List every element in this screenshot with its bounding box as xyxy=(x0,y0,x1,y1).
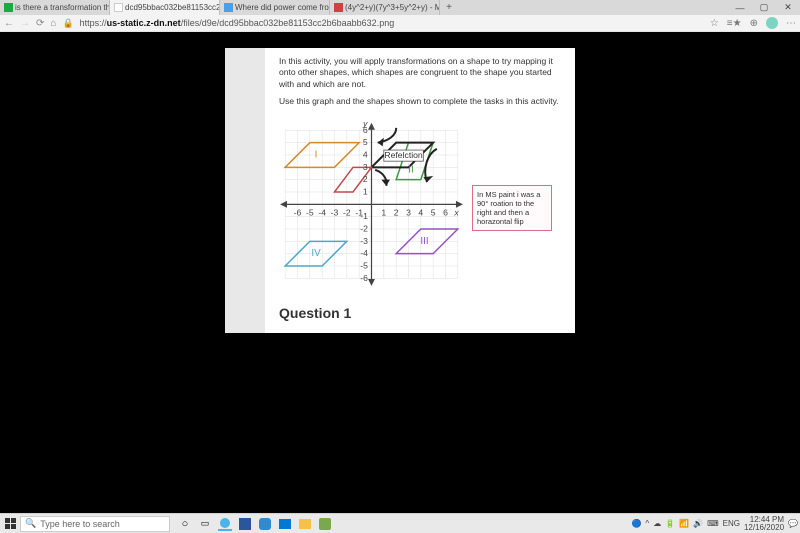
touchpad-icon[interactable]: ⌨ xyxy=(707,519,719,528)
svg-text:II: II xyxy=(408,164,413,175)
annotation-note: In MS paint i was a 90° roation to the r… xyxy=(472,185,552,231)
svg-text:y: y xyxy=(362,119,368,129)
favicon-1 xyxy=(114,3,123,12)
tab-3-title: (4y^2+y)(7y^3+5y^2+y) - Mult xyxy=(345,3,440,12)
svg-text:-5: -5 xyxy=(306,207,314,217)
collections-icon[interactable]: ⊕ xyxy=(750,18,758,29)
profile-avatar[interactable] xyxy=(766,17,778,29)
app-icon[interactable] xyxy=(318,517,332,531)
svg-text:4: 4 xyxy=(418,207,423,217)
tab-1[interactable]: dcd95bbac032be81153cc2b6ba × xyxy=(110,0,220,15)
svg-text:III: III xyxy=(420,236,428,247)
onedrive-icon[interactable]: ☁ xyxy=(653,519,661,528)
favicon-2 xyxy=(224,3,233,12)
url-text[interactable]: https://us-static.z-dn.net/files/d9e/dcd… xyxy=(80,18,395,28)
home-button[interactable]: ⌂ xyxy=(50,18,56,29)
taskbar-pinned: ○ ▭ xyxy=(178,517,332,531)
back-button[interactable]: ← xyxy=(4,18,14,29)
battery-icon[interactable]: 🔋 xyxy=(665,519,675,528)
favorite-icon[interactable]: ☆ xyxy=(710,18,719,29)
svg-text:6: 6 xyxy=(443,207,448,217)
refresh-button[interactable]: ⟳ xyxy=(36,18,44,29)
favicon-3 xyxy=(334,3,343,12)
svg-text:-2: -2 xyxy=(360,223,368,233)
svg-text:5: 5 xyxy=(363,137,368,147)
system-tray: 🔵 ^ ☁ 🔋 📶 🔊 ⌨ ENG 12:44 PM 12/16/2020 💬 xyxy=(631,516,798,532)
word-icon[interactable] xyxy=(238,517,252,531)
taskview-icon[interactable]: ▭ xyxy=(198,517,212,531)
document-page: In this activity, you will apply transfo… xyxy=(225,48,575,333)
browser-tab-bar: is there a transformation that m × dcd95… xyxy=(0,0,800,15)
page-content: In this activity, you will apply transfo… xyxy=(265,48,575,333)
left-sidebar xyxy=(225,48,265,333)
notifications-icon[interactable]: 💬 xyxy=(788,519,798,528)
close-window-button[interactable]: ✕ xyxy=(776,0,800,15)
tab-2-title: Where did power come from in xyxy=(235,3,330,12)
zoom-icon[interactable] xyxy=(258,517,272,531)
more-icon[interactable]: ⋯ xyxy=(786,18,796,29)
svg-text:x: x xyxy=(453,207,459,217)
volume-icon[interactable]: 🔊 xyxy=(693,519,703,528)
svg-text:1: 1 xyxy=(363,186,368,196)
taskbar-search[interactable]: 🔍 Type here to search xyxy=(20,516,170,532)
svg-text:I: I xyxy=(315,149,318,160)
tab-1-title: dcd95bbac032be81153cc2b6ba xyxy=(125,3,220,12)
intro-text-2: Use this graph and the shapes shown to c… xyxy=(279,96,561,107)
tray-chevron-icon[interactable]: ^ xyxy=(645,519,649,528)
wifi-icon[interactable]: 📶 xyxy=(679,519,689,528)
svg-text:-6: -6 xyxy=(360,273,368,283)
clock[interactable]: 12:44 PM 12/16/2020 xyxy=(744,516,784,532)
svg-text:3: 3 xyxy=(406,207,411,217)
svg-text:-4: -4 xyxy=(360,248,368,258)
svg-text:-5: -5 xyxy=(360,260,368,270)
svg-text:5: 5 xyxy=(431,207,436,217)
start-button[interactable] xyxy=(2,515,20,533)
search-icon: 🔍 xyxy=(25,518,36,529)
svg-text:4: 4 xyxy=(363,149,368,159)
svg-text:IV: IV xyxy=(311,248,321,259)
edge-icon[interactable] xyxy=(218,517,232,531)
address-bar-right: ☆ ≡★ ⊕ ⋯ xyxy=(710,17,796,29)
tab-0-title: is there a transformation that m xyxy=(15,3,110,12)
question-heading: Question 1 xyxy=(279,304,561,323)
svg-text:-4: -4 xyxy=(318,207,326,217)
favicon-0 xyxy=(4,3,13,12)
lock-icon: 🔒 xyxy=(62,18,73,29)
svg-text:3: 3 xyxy=(363,162,368,172)
tab-2[interactable]: Where did power come from in × xyxy=(220,0,330,15)
svg-text:-3: -3 xyxy=(331,207,339,217)
svg-text:-1: -1 xyxy=(360,211,368,221)
favorites-bar-icon[interactable]: ≡★ xyxy=(727,18,742,29)
coordinate-graph: Refelction -6-5-4-3-2-1 123456 123456 -1… xyxy=(279,118,464,298)
graph-wrapper: Refelction -6-5-4-3-2-1 123456 123456 -1… xyxy=(279,118,561,298)
page-viewport: In this activity, you will apply transfo… xyxy=(0,32,800,513)
files-icon[interactable] xyxy=(298,517,312,531)
tab-3[interactable]: (4y^2+y)(7y^3+5y^2+y) - Mult × xyxy=(330,0,440,15)
svg-text:-6: -6 xyxy=(294,207,302,217)
intro-text-1: In this activity, you will apply transfo… xyxy=(279,56,561,90)
language-indicator[interactable]: ENG xyxy=(723,519,740,528)
svg-text:-3: -3 xyxy=(360,236,368,246)
address-bar: ← → ⟳ ⌂ 🔒 https://us-static.z-dn.net/fil… xyxy=(0,15,800,32)
search-placeholder: Type here to search xyxy=(40,519,120,529)
svg-text:-2: -2 xyxy=(343,207,351,217)
new-tab-button[interactable]: + xyxy=(440,0,458,15)
mail-icon[interactable] xyxy=(278,517,292,531)
minimize-button[interactable]: — xyxy=(728,0,752,15)
tray-app-icon[interactable]: 🔵 xyxy=(631,519,641,528)
tab-0[interactable]: is there a transformation that m × xyxy=(0,0,110,15)
reflection-label: Refelction xyxy=(384,150,423,160)
svg-text:2: 2 xyxy=(394,207,399,217)
forward-button[interactable]: → xyxy=(20,18,30,29)
taskbar: 🔍 Type here to search ○ ▭ 🔵 ^ ☁ 🔋 📶 🔊 ⌨ … xyxy=(0,513,800,533)
window-controls: — ▢ ✕ xyxy=(728,0,800,15)
svg-text:1: 1 xyxy=(381,207,386,217)
maximize-button[interactable]: ▢ xyxy=(752,0,776,15)
svg-text:2: 2 xyxy=(363,174,368,184)
cortana-icon[interactable]: ○ xyxy=(178,517,192,531)
